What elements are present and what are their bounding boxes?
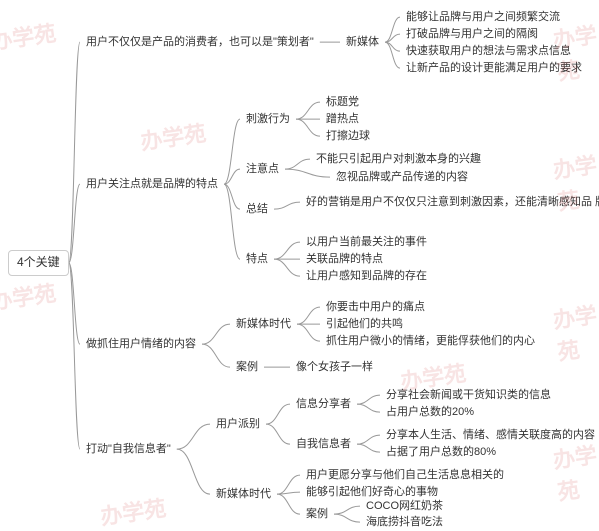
tree-node: 新媒体: [340, 33, 385, 51]
connector: [224, 184, 240, 209]
connector: [224, 119, 240, 184]
tree-node: 占据了用户总数的80%: [380, 443, 502, 461]
tree-node: 让新产品的设计更能满足用户的要求: [400, 59, 588, 77]
connector: [296, 119, 320, 136]
tree-node: 打破品牌与用户之间的隔阂: [400, 25, 544, 43]
connector: [69, 42, 80, 263]
tree-node: 你要击中用户的痛点: [320, 298, 431, 316]
tree-node: 注意点: [240, 160, 285, 178]
tree-node: 引起他们的共鸣: [320, 315, 409, 333]
connector: [177, 449, 210, 494]
connector: [357, 435, 380, 444]
tree-node: 新媒体时代: [210, 485, 277, 503]
tree-node: 分享本人生活、情绪、感情关联度高的内容: [380, 426, 599, 444]
connector: [202, 344, 230, 367]
tree-node: 用户派别: [210, 415, 266, 433]
tree-node: 用户不仅仅是产品的消费者，也可以是"策划者": [80, 33, 320, 51]
tree-node: 刺激行为: [240, 110, 296, 128]
tree-node: 打动"自我信息者": [80, 440, 177, 458]
connector: [285, 159, 310, 169]
connector: [274, 259, 300, 276]
connector: [296, 102, 320, 119]
tree-node: 信息分享者: [290, 395, 357, 413]
connector: [224, 169, 240, 184]
connector: [177, 424, 210, 449]
tree-node: 用户更愿分享与他们自己生活息息相关的: [300, 466, 510, 484]
connector: [385, 34, 400, 42]
tree-node: 用户关注点就是品牌的特点: [80, 175, 224, 193]
connector: [277, 492, 300, 494]
tree-node: 案例: [230, 358, 264, 376]
connector: [334, 514, 360, 522]
connector: [277, 475, 300, 494]
tree-node: 总结: [240, 200, 274, 218]
tree-node: 像个女孩子一样: [290, 358, 379, 376]
watermark: 办学苑: [551, 437, 599, 507]
watermark: 办学苑: [98, 491, 168, 531]
watermark: 办学苑: [138, 116, 208, 157]
connector: [277, 494, 300, 514]
watermark: 办学苑: [0, 16, 58, 57]
tree-node: 新媒体时代: [230, 315, 297, 333]
connector: [69, 263, 80, 449]
tree-node: 案例: [300, 505, 334, 523]
connector: [357, 444, 380, 452]
connector: [266, 424, 290, 444]
connector: [385, 42, 400, 68]
tree-node: 能够让品牌与用户之间频繁交流: [400, 8, 566, 26]
tree-node: 好的营销是用户不仅仅只注意到刺激因素，还能清晰感知品 牌的存在: [300, 193, 599, 211]
tree-node: 特点: [240, 250, 274, 268]
root-node: 4个关键: [8, 250, 69, 276]
connector: [285, 169, 330, 177]
tree-node: 分享社会新闻或干货知识类的信息: [380, 386, 557, 404]
tree-node: 以用户当前最关注的事件: [300, 233, 433, 251]
connector: [224, 184, 240, 259]
connector: [357, 395, 380, 404]
tree-node: 标题党: [320, 93, 365, 111]
tree-node: 自我信息者: [290, 435, 357, 453]
connector: [266, 404, 290, 424]
connector: [69, 263, 80, 344]
tree-node: 忽视品牌或产品传递的内容: [330, 168, 474, 186]
tree-node: 让用户感知到品牌的存在: [300, 267, 433, 285]
watermark: 办学苑: [551, 297, 599, 367]
tree-node: 蹭热点: [320, 110, 365, 128]
connector: [297, 307, 320, 324]
tree-node: 关联品牌的特点: [300, 250, 389, 268]
connector: [357, 404, 380, 412]
connector: [69, 184, 80, 263]
tree-node: 海底捞抖音吃法: [360, 513, 449, 531]
mindmap-container: 4个关键 用户不仅仅是产品的消费者，也可以是"策划者" 新媒体能够让品牌与用户之间频…: [0, 0, 599, 526]
connector: [297, 324, 320, 341]
connector: [334, 506, 360, 514]
connector: [202, 324, 230, 344]
connector: [385, 42, 400, 51]
watermark: 办学苑: [0, 276, 58, 317]
connector: [274, 202, 300, 209]
tree-node: 做抓住用户情绪的内容: [80, 335, 202, 353]
tree-node: 不能只引起用户对刺激本身的兴趣: [310, 150, 487, 168]
tree-node: 占用户总数的20%: [380, 403, 480, 421]
connector: [385, 17, 400, 42]
tree-node: 抓住用户微小的情绪，更能俘获他们的内心: [320, 332, 541, 350]
tree-node: 快速获取用户的想法与需求点信息: [400, 42, 577, 60]
tree-node: 打擦边球: [320, 127, 376, 145]
connector: [274, 242, 300, 259]
